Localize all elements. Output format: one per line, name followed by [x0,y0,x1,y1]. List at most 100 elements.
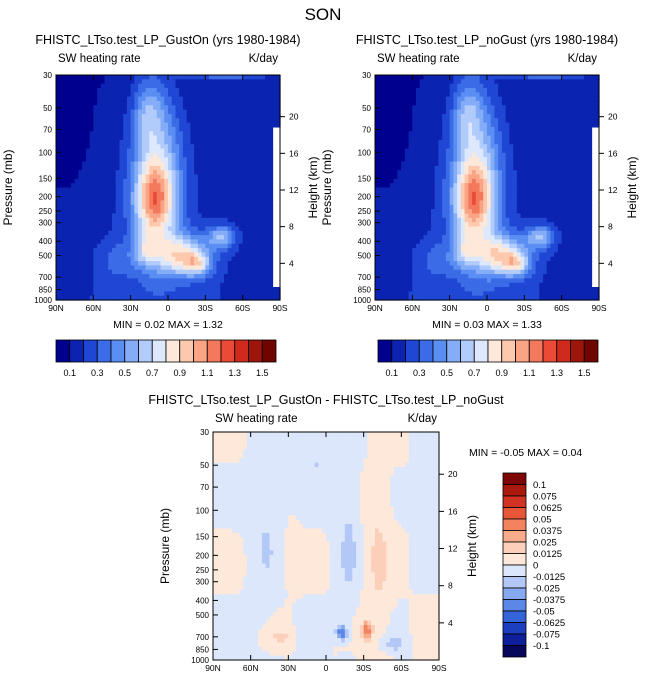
x-tick-label: 90N [48,303,64,313]
colorbar-swatch [502,610,527,623]
colorbar-label: 0.0625 [533,503,562,514]
height-tick-label: 16 [448,506,458,516]
y-tick-label: 500 [358,252,372,261]
y-tick-label: 70 [362,125,371,134]
colorbar-label: 0.025 [533,538,557,549]
colorbar-swatch [124,339,139,363]
x-tick-label: 60S [554,303,569,313]
y-tick-label: 400 [39,237,53,246]
min-max-label: MIN = 0.02 MAX = 1.32 [113,319,223,331]
colorbar-label: -0.0625 [533,618,565,629]
x-tick-label: 30S [198,303,213,313]
y-tick-label: 1000 [353,296,371,305]
y-tick-label: 300 [196,578,210,587]
y-tick-label: 250 [358,207,372,216]
y-tick-label: 50 [200,461,209,470]
colorbar-swatch [502,495,527,508]
y-tick-label: 50 [43,104,52,113]
min-max-label: MIN = 0.03 MAX = 1.33 [432,319,542,331]
y-axis-right-title: Height (km) [465,515,479,577]
colorbar-swatch [502,587,527,600]
y-tick-label: 150 [39,174,53,183]
x-tick-label: 30N [281,663,297,673]
colorbar-swatch [501,339,516,363]
y-tick-label: 300 [39,219,53,228]
y-tick-label: 200 [358,193,372,202]
colorbar-label: -0.05 [533,607,555,618]
y-tick-label: 1000 [191,656,209,665]
colorbar-swatch [502,472,527,485]
colorbar-swatch [502,645,527,658]
colorbar-label: 0.075 [533,492,557,503]
colorbar-swatch [165,339,181,363]
height-tick-label: 8 [289,222,294,232]
y-tick-label: 700 [196,633,210,642]
height-tick-label: 4 [448,618,453,628]
contour-field [56,75,281,301]
y-tick-label: 250 [39,207,53,216]
y-tick-label: 700 [39,273,53,282]
colorbar-swatch [502,564,527,577]
y-tick-label: 70 [43,125,52,134]
y-tick-label: 500 [196,611,210,620]
y-axis-title: Pressure (mb) [320,149,334,225]
y-tick-label: 200 [39,193,53,202]
colorbar-swatch [487,339,503,363]
contour-field [375,75,600,301]
x-tick-label: 0 [166,303,171,313]
variable-label: SW heating rate [377,53,459,65]
panel-difference: FHISTC_LTso.test_LP_GustOn - FHISTC_LTso… [148,393,582,673]
colorbar-swatch [234,339,249,363]
colorbar-swatch [473,339,489,363]
x-tick-label: 90S [591,303,606,313]
colorbar-swatch [55,339,71,363]
y-tick-label: 100 [39,148,53,157]
colorbar-swatch [542,339,558,363]
colorbar-swatch [528,339,544,363]
x-tick-label: 60N [405,303,421,313]
y-tick-label: 50 [362,104,371,113]
units-label: K/day [408,413,438,425]
panel-title: FHISTC_LTso.test_LP_GustOn - FHISTC_LTso… [148,393,504,407]
colorbar-swatch [96,339,112,363]
colorbar-swatch [583,339,599,363]
height-tick-label: 12 [608,185,618,195]
colorbar-swatch [502,530,527,543]
units-label: K/day [249,53,279,65]
colorbar-label: 0.5 [118,368,131,378]
panel-title: FHISTC_LTso.test_LP_GustOn (yrs 1980-198… [35,33,300,47]
colorbar-label: 1.1 [201,368,214,378]
y-tick-label: 30 [362,71,371,80]
colorbar-swatch [83,339,98,363]
colorbar-swatch [179,339,194,363]
x-tick-label: 0 [324,663,329,673]
colorbar-label: 1.3 [550,368,563,378]
height-tick-label: 4 [608,258,613,268]
y-tick-label: 300 [358,219,372,228]
y-axis-right-title: Height (km) [306,156,320,218]
x-tick-label: 60S [394,663,409,673]
colorbar-label: 1.3 [228,368,241,378]
colorbar-label: 1.5 [256,368,269,378]
colorbar-label: 0.3 [91,368,104,378]
colorbar-swatch [206,339,222,363]
colorbar-swatch [110,339,126,363]
colorbar-swatch [502,633,527,646]
height-tick-label: 16 [608,148,618,158]
colorbar-swatch [69,339,84,363]
colorbar-swatch [502,599,527,612]
colorbar-swatch [248,339,263,363]
colorbar-swatch [570,339,585,363]
y-tick-label: 150 [358,174,372,183]
colorbar-label: 1.5 [578,368,591,378]
colorbar-label: 0.7 [146,368,159,378]
x-tick-label: 30N [442,303,458,313]
colorbar-label: 1.1 [523,368,536,378]
x-tick-label: 60N [243,663,259,673]
colorbar-swatch [515,339,530,363]
contour-field [213,432,440,661]
x-tick-label: 30S [517,303,532,313]
colorbar-swatch [502,484,527,497]
colorbar-gust_on: 0.1 0.3 0.5 0.7 0.9 1.1 1.3 1.5 [55,339,277,378]
y-tick-label: 250 [196,566,210,575]
